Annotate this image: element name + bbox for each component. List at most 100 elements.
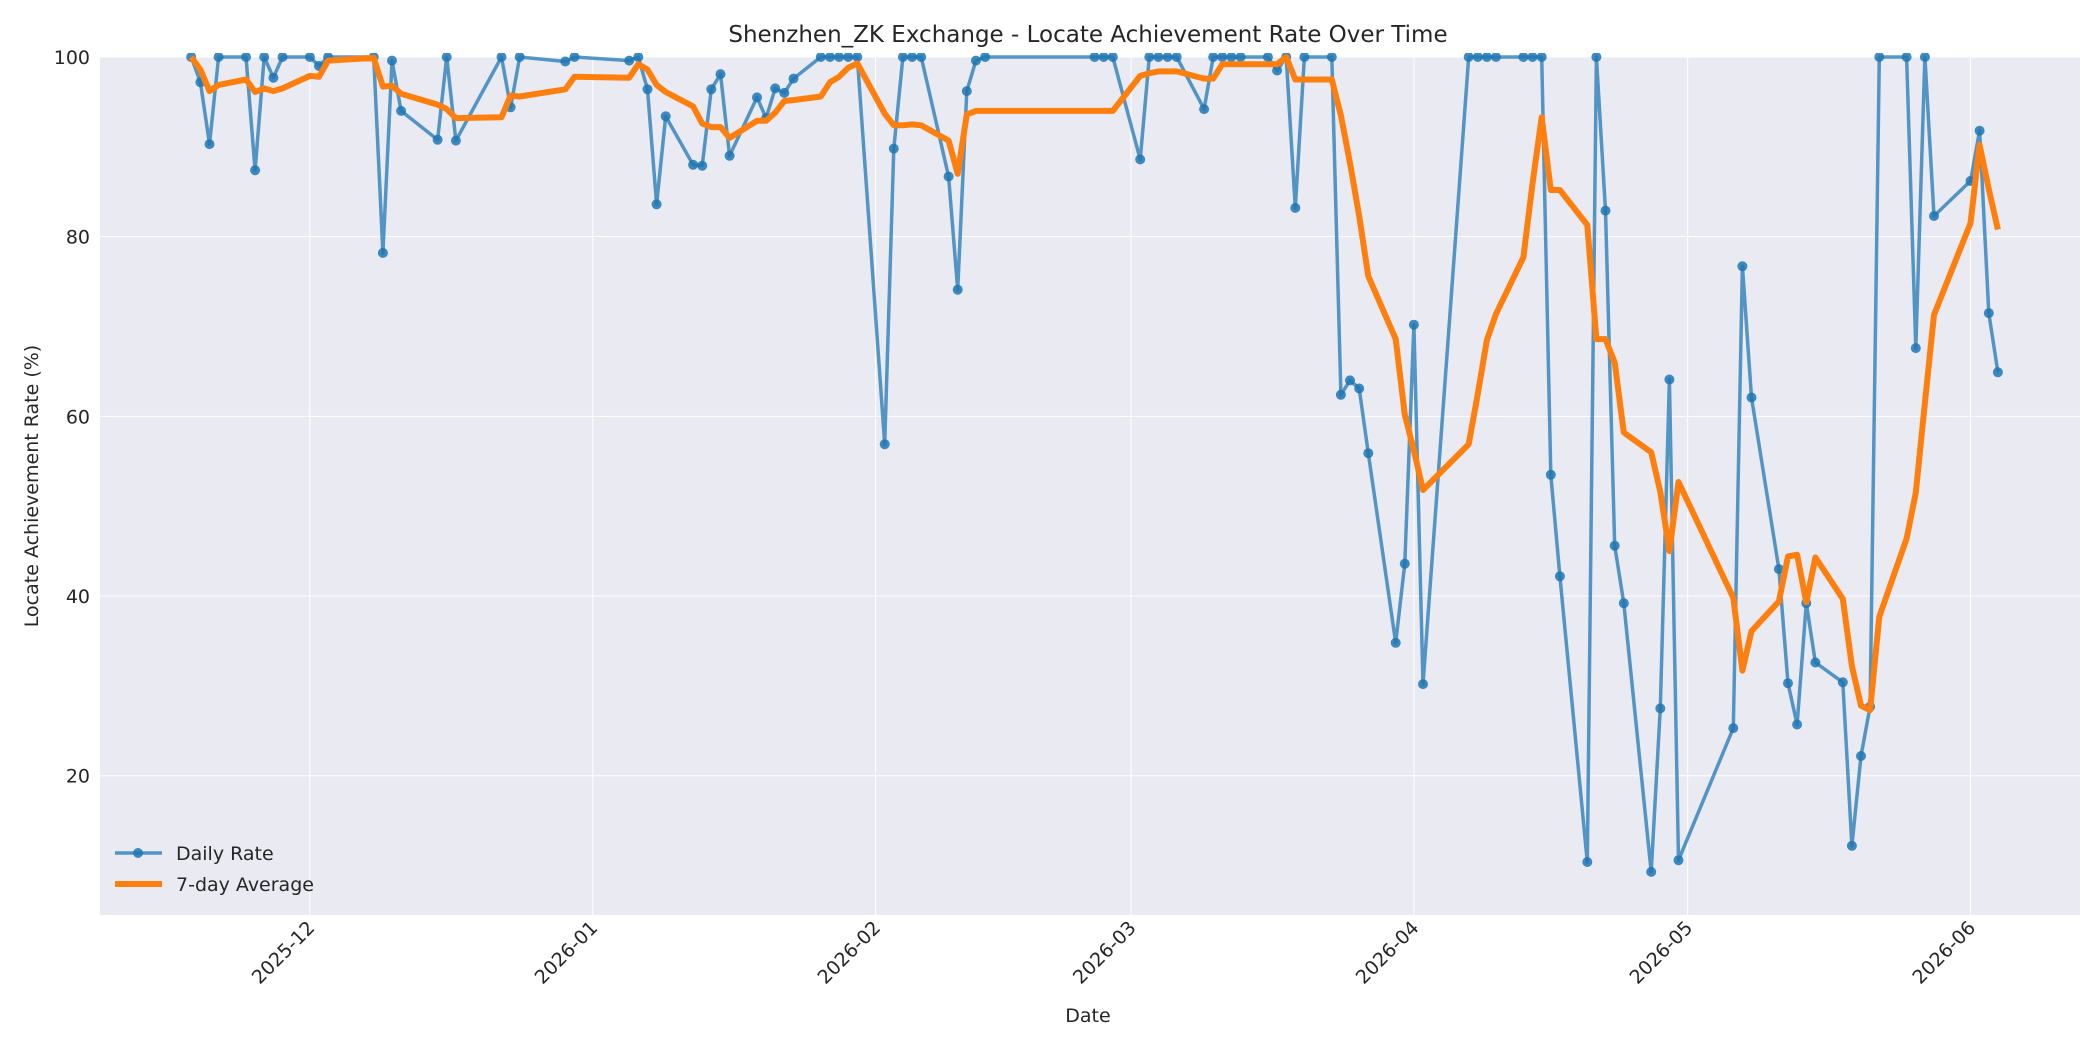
data-point-daily-rate	[1235, 53, 1246, 62]
data-point-daily-rate	[1554, 571, 1565, 582]
data-point-daily-rate	[724, 150, 735, 161]
data-point-daily-rate	[441, 53, 452, 62]
data-point-daily-rate	[1929, 211, 1939, 221]
x-axis-ticks: 2025-12 2026-01 2026-02 2026-03 2026-04 2026-…	[248, 917, 1980, 989]
data-point-daily-rate	[514, 53, 525, 62]
legend-label-7-day-average: 7-day Average	[176, 874, 314, 896]
data-point-daily-rate	[1399, 558, 1410, 569]
data-point-daily-rate	[1901, 53, 1912, 62]
data-point-daily-rate	[1262, 53, 1273, 62]
data-point-daily-rate	[2002, 0, 2012, 5]
data-point-daily-rate	[213, 53, 224, 62]
data-point-daily-rate	[268, 72, 279, 83]
data-point-daily-rate	[377, 247, 388, 258]
data-point-daily-rate	[1856, 751, 1866, 761]
x-tick-label: 2026-04	[1352, 917, 1424, 989]
x-tick-label: 2026-03	[1069, 917, 1141, 989]
data-point-daily-rate	[624, 55, 635, 66]
data-point-daily-rate	[1144, 53, 1155, 62]
data-point-daily-rate	[1463, 53, 1474, 62]
chart-title: Shenzhen_ZK Exchange - Locate Achievemen…	[728, 22, 1447, 48]
y-axis-ticks: 20 40 60 80 100	[54, 47, 90, 788]
data-point-daily-rate	[779, 87, 790, 98]
data-point-daily-rate	[1992, 367, 2003, 378]
data-point-daily-rate	[843, 53, 854, 62]
data-point-daily-rate	[1326, 53, 1337, 62]
data-point-daily-rate	[1618, 598, 1629, 609]
data-point-daily-rate	[1673, 855, 1684, 866]
x-tick-label: 2026-01	[531, 917, 603, 989]
data-point-daily-rate	[815, 53, 826, 62]
data-point-daily-rate	[1773, 564, 1784, 575]
data-point-daily-rate	[1226, 53, 1237, 62]
data-point-daily-rate	[1974, 125, 1985, 136]
data-point-daily-rate	[1345, 375, 1355, 386]
data-point-daily-rate	[1089, 53, 1100, 62]
data-point-daily-rate	[651, 199, 662, 210]
data-point-daily-rate	[1107, 53, 1118, 62]
data-point-daily-rate	[1910, 343, 1921, 354]
data-point-daily-rate	[1536, 53, 1547, 62]
data-point-daily-rate	[1728, 723, 1739, 734]
series-layer	[186, 0, 2012, 877]
data-point-daily-rate	[1217, 53, 1228, 62]
data-point-daily-rate	[259, 53, 270, 62]
data-point-daily-rate	[1737, 261, 1748, 272]
data-point-daily-rate	[277, 53, 288, 62]
x-tick-label: 2026-02	[813, 917, 885, 989]
data-point-daily-rate	[770, 83, 781, 94]
data-point-daily-rate	[1983, 308, 1994, 319]
legend-marker-daily-rate	[133, 848, 143, 858]
legend-entry-daily-rate: Daily Rate	[115, 843, 274, 865]
data-point-daily-rate	[450, 135, 461, 146]
x-axis-label: Date	[1065, 1005, 1110, 1027]
y-tick-label: 80	[66, 227, 90, 249]
data-point-daily-rate	[970, 55, 981, 66]
data-point-daily-rate	[1481, 53, 1492, 62]
data-point-daily-rate	[1837, 677, 1848, 688]
plot-background	[100, 57, 2080, 915]
data-point-daily-rate	[706, 84, 717, 95]
data-point-daily-rate	[752, 92, 762, 103]
data-point-daily-rate	[250, 165, 261, 176]
data-point-daily-rate	[1582, 857, 1593, 867]
data-point-daily-rate	[241, 53, 251, 62]
y-tick-label: 20	[66, 766, 90, 788]
data-point-daily-rate	[1609, 540, 1620, 551]
data-point-daily-rate	[1363, 448, 1374, 459]
data-point-daily-rate	[952, 284, 963, 295]
data-point-daily-rate	[1418, 679, 1428, 690]
data-point-daily-rate	[1299, 53, 1310, 62]
data-point-daily-rate	[560, 56, 571, 67]
data-point-daily-rate	[1162, 53, 1173, 62]
data-point-daily-rate	[1171, 53, 1182, 62]
data-point-daily-rate	[1591, 53, 1602, 62]
data-point-daily-rate	[980, 53, 991, 62]
data-point-daily-rate	[1199, 104, 1210, 115]
data-point-daily-rate	[304, 53, 315, 62]
data-point-daily-rate	[1746, 392, 1757, 403]
y-axis-label: Locate Achievement Rate (%)	[21, 345, 43, 627]
data-point-daily-rate	[1919, 53, 1930, 62]
data-point-daily-rate	[897, 53, 908, 62]
data-point-daily-rate	[660, 111, 671, 122]
data-point-daily-rate	[1491, 53, 1501, 62]
data-point-daily-rate	[1098, 53, 1109, 62]
data-point-daily-rate	[1783, 678, 1793, 689]
data-point-daily-rate	[1135, 154, 1146, 165]
data-point-daily-rate	[569, 53, 580, 62]
y-tick-label: 100	[54, 47, 90, 69]
series-line-7-day-average	[188, 54, 2001, 714]
data-point-daily-rate	[432, 134, 443, 145]
data-point-daily-rate	[1600, 205, 1611, 216]
data-point-daily-rate	[1354, 383, 1365, 394]
data-point-daily-rate	[1810, 657, 1821, 668]
data-point-daily-rate	[633, 53, 644, 62]
data-point-daily-rate	[1545, 469, 1556, 480]
data-point-daily-rate	[1664, 374, 1675, 385]
data-point-daily-rate	[852, 53, 863, 62]
data-point-daily-rate	[1208, 53, 1219, 62]
y-tick-label: 40	[66, 586, 90, 608]
data-point-daily-rate	[1527, 53, 1538, 62]
